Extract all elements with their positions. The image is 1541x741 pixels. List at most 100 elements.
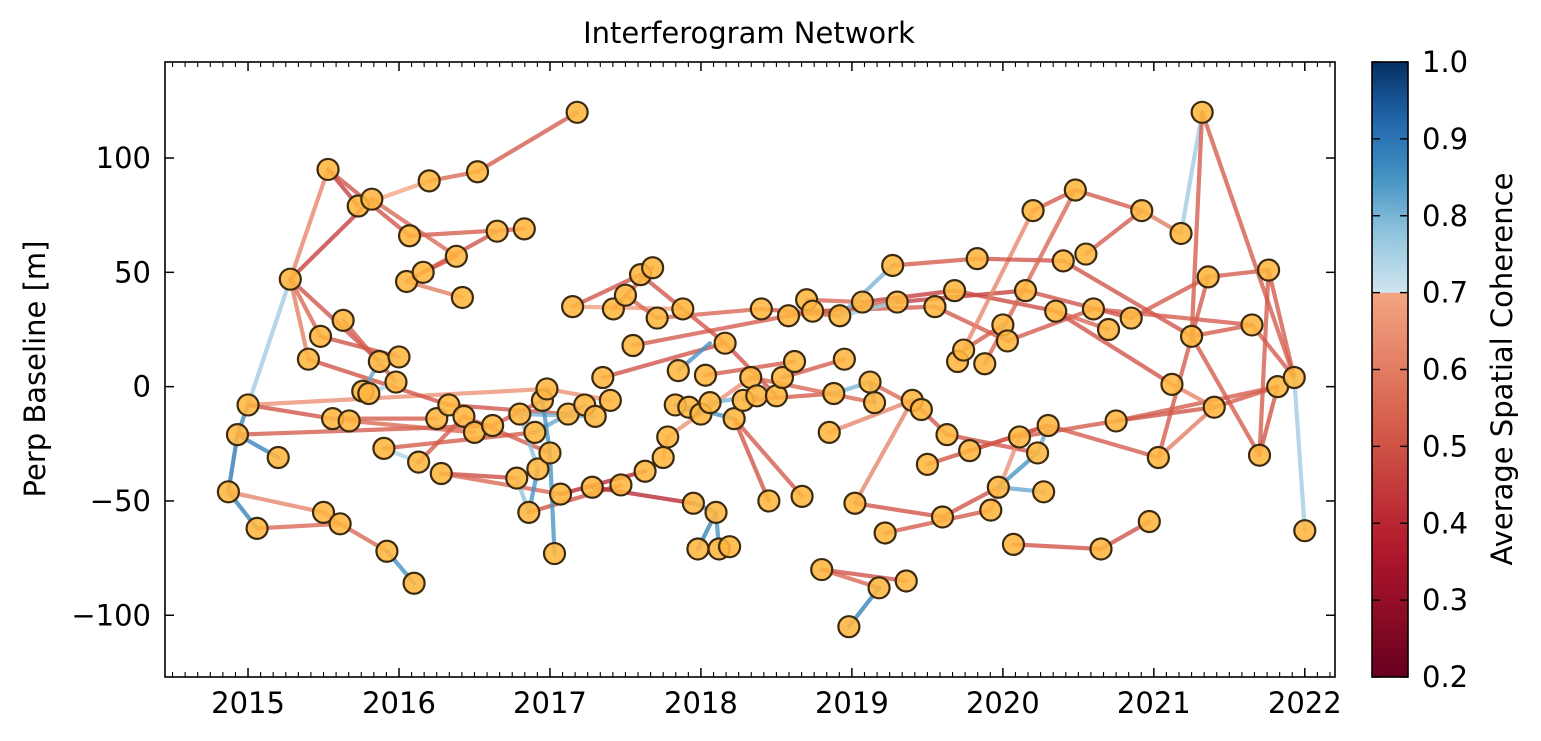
network-edge [1189,334,1262,458]
acquisition-point [1089,537,1113,561]
acquisition-point [641,256,665,280]
acquisition-point [843,491,867,515]
acquisition-point [583,404,607,428]
network-edge [1292,375,1307,533]
acquisition-point [437,393,461,417]
network-edge [306,357,451,408]
network-edge [547,450,557,556]
y-tick-label: −50 [90,484,151,518]
acquisition-point [822,381,846,406]
acquisition-point [686,537,710,561]
acquisition-point [850,290,875,314]
network-edge [570,272,643,309]
acquisition-point [757,489,781,513]
network-edge [748,375,877,405]
acquisition-point [832,347,856,371]
x-tick-label: 2022 [1268,686,1342,720]
network-edge [1257,267,1271,458]
plot-area: 2015 2016 2017 2018 2019 2020 2021 2022 −100 −50… [71,61,1342,720]
acquisition-point [894,569,918,593]
acquisition-point [375,539,399,563]
acquisition-point [216,480,241,504]
network-edge [1178,110,1205,236]
acquisition-point [561,295,585,319]
acquisition-point [817,420,841,444]
network-edge [1200,110,1297,380]
network-edge [347,418,477,435]
colorbar-tick-label: 0.6 [1422,353,1468,387]
network-edge [590,485,696,506]
acquisition-point [681,491,705,515]
network-edge [1046,423,1161,460]
acquisition-point [749,297,773,321]
acquisition-point [645,306,669,330]
acquisition-point [225,423,250,447]
x-tick-label: 2020 [966,686,1040,720]
acquisition-point [331,308,355,332]
acquisition-point [278,267,302,291]
colorbar-tick-label: 0.9 [1422,122,1468,156]
acquisition-point [1196,265,1220,289]
network-edge [245,402,335,421]
acquisition-point [266,445,290,470]
acquisition-point [1256,258,1281,282]
acquisition-point [542,541,567,566]
acquisition-point [885,290,909,314]
colorbar-ticks: 0.2 0.3 0.4 0.5 0.6 0.7 0.8 0.9 1.0 [1372,45,1468,694]
network-edge [1011,542,1104,552]
acquisition-point [1137,509,1161,534]
acquisition-point [1119,306,1143,330]
acquisition-point [1025,441,1050,465]
acquisition-point [930,505,955,529]
acquisition-point [613,283,638,307]
x-tick-label: 2018 [664,686,738,720]
acquisition-point [548,482,573,506]
network-edge [837,263,895,318]
colorbar-tick-label: 1.0 [1422,45,1468,79]
acquisition-point [698,391,722,415]
network-edge [1083,208,1144,257]
network-edge [226,489,326,515]
x-axis: 2015 2016 2017 2018 2019 2020 2021 2022 [171,62,1342,720]
acquisition-point [236,393,260,417]
acquisition-point [1081,297,1106,321]
acquisition-point [357,381,381,406]
acquisition-point [535,377,559,401]
acquisition-point [245,516,269,540]
x-tick-label: 2017 [513,686,587,720]
acquisition-point [952,338,976,362]
network-edge [1257,384,1280,458]
acquisition-point [923,295,947,319]
network-edge [245,277,293,408]
acquisition-point [1202,395,1226,419]
acquisition-point [444,244,468,268]
acquisition-point [512,217,536,241]
acquisition-point [671,297,695,321]
network-edge [932,304,1010,344]
acquisition-point [1282,365,1306,390]
acquisition-point [1001,532,1026,556]
acquisition-point [485,219,509,243]
network-edge [570,304,685,312]
acquisition-point [909,397,933,422]
acquisition-point [1074,242,1098,266]
acquisition-point [372,436,396,460]
colorbar-tick-label: 0.7 [1422,276,1468,310]
acquisition-point [713,331,737,355]
acquisition-point [417,169,441,193]
network-edge [254,521,343,531]
acquisition-point [429,461,453,486]
acquisition-point [316,157,340,182]
acquisition-point [979,498,1003,522]
network-edge [1156,405,1217,460]
acquisition-point [397,224,422,248]
acquisition-point [526,457,550,481]
acquisition-point [867,576,891,600]
acquisition-point [1104,409,1128,433]
network-edge [852,398,915,506]
network-edge [1023,288,1134,321]
acquisition-point [915,452,939,476]
colorbar-tick-label: 0.4 [1422,506,1468,540]
network-edge [860,288,957,305]
